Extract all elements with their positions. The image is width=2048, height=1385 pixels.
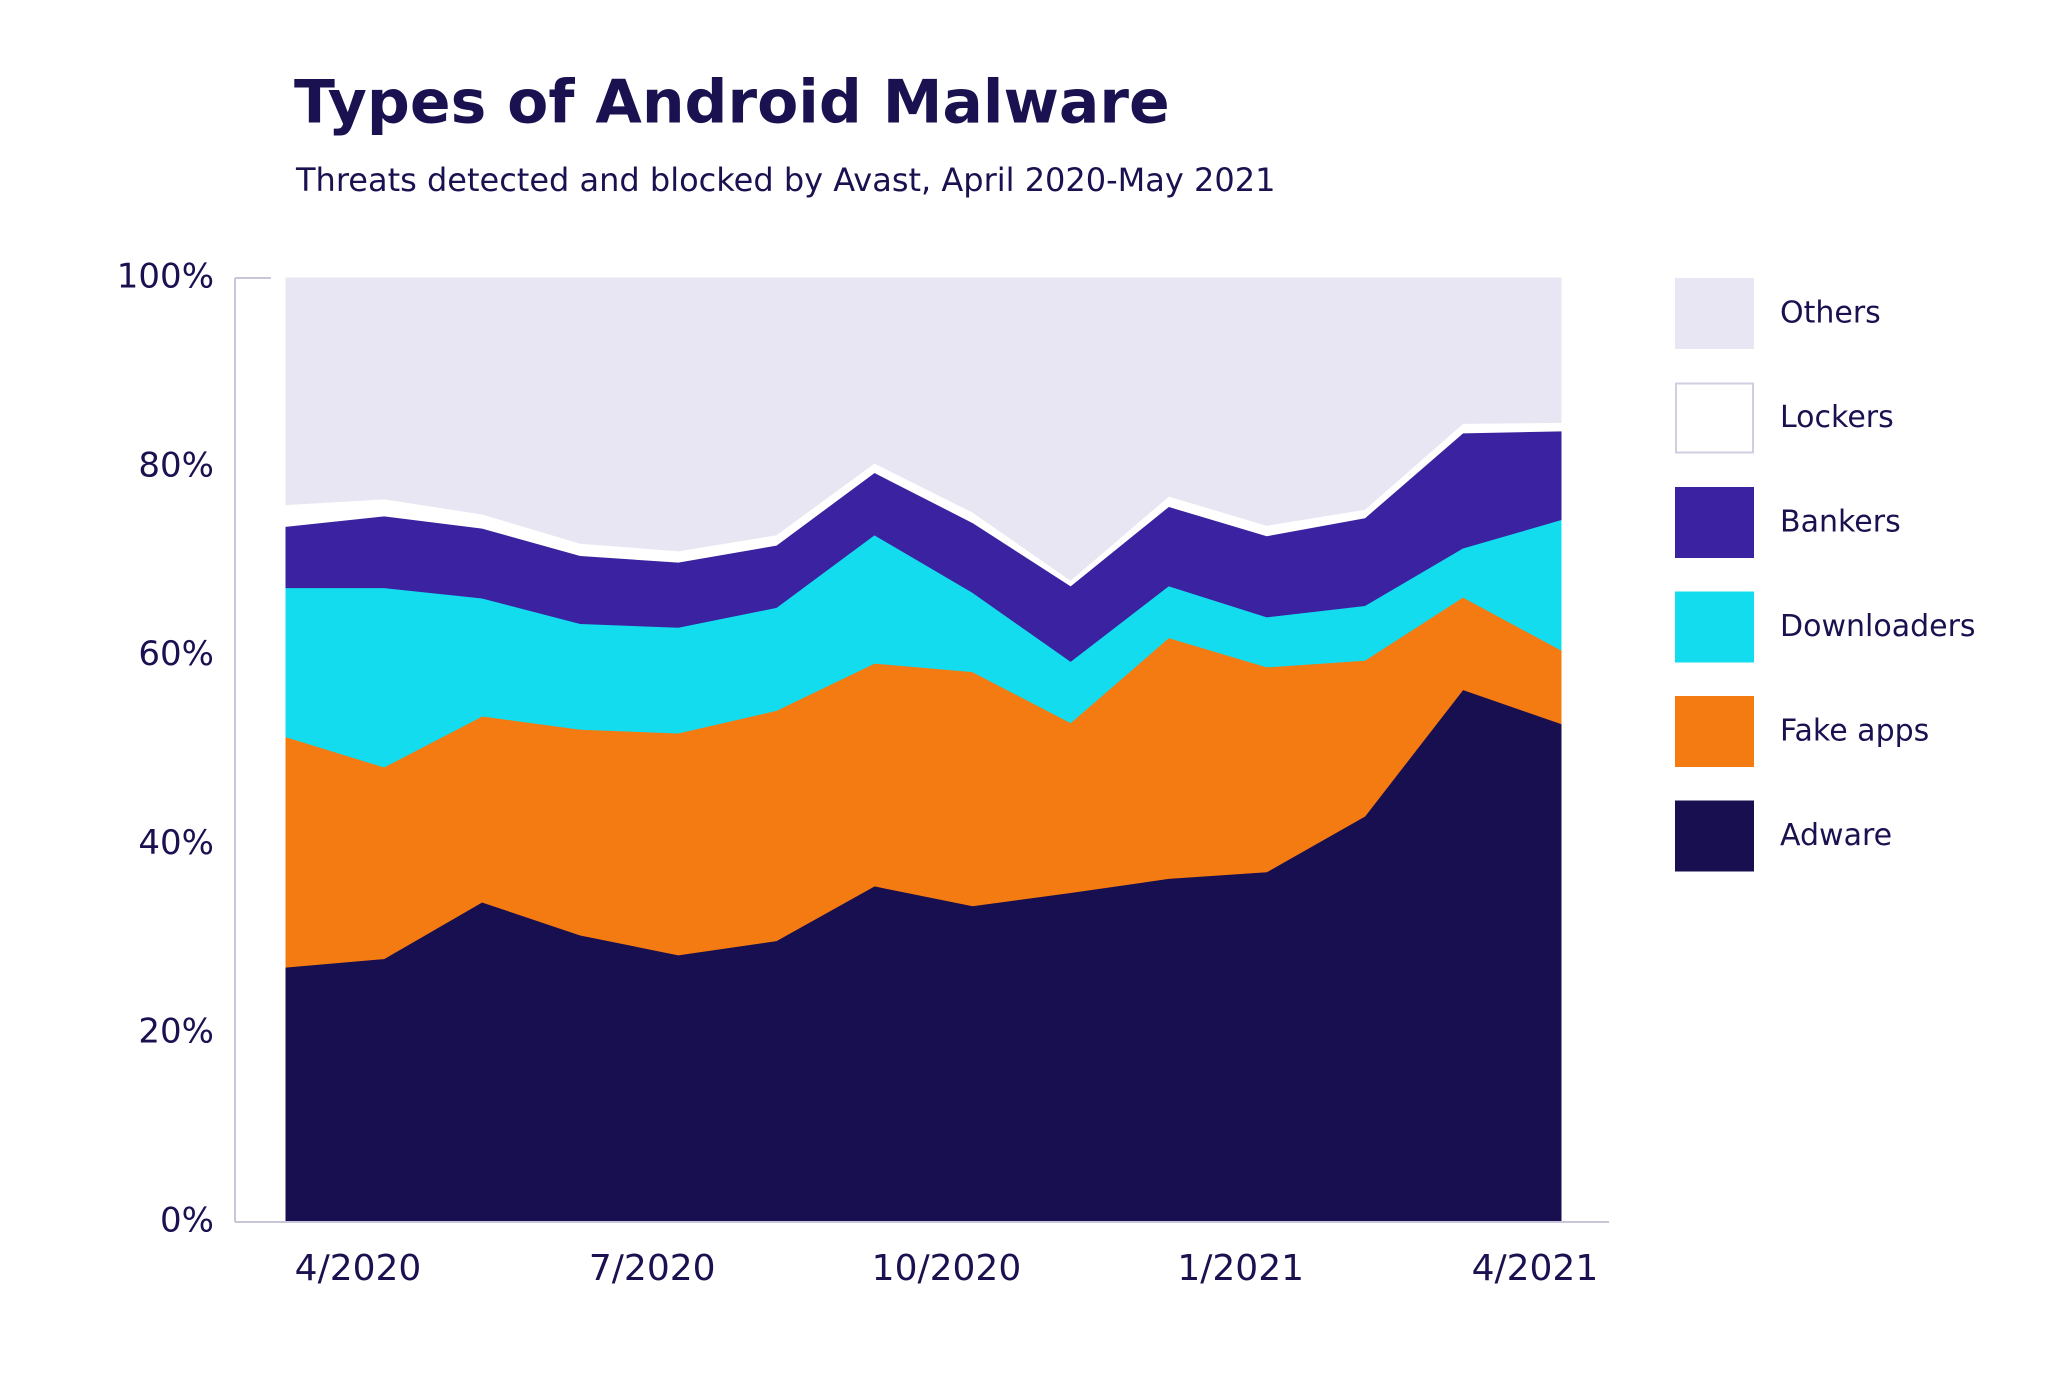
x-tick-label: 4/2021: [1472, 1248, 1599, 1289]
legend-label: Others: [1780, 296, 1881, 331]
legend-label: Bankers: [1780, 505, 1901, 540]
area: [285, 277, 1562, 581]
y-tick-label: 100%: [117, 257, 214, 297]
legend-label: Downloaders: [1780, 609, 1976, 644]
legend-label: Lockers: [1780, 400, 1894, 435]
y-tick-label: 80%: [138, 445, 214, 485]
x-tick-label: 7/2020: [589, 1248, 716, 1289]
y-tick-label: 0%: [160, 1201, 214, 1241]
x-tick-label: 1/2021: [1177, 1248, 1304, 1289]
y-tick-label: 60%: [138, 634, 214, 674]
legend-swatch: [1675, 591, 1754, 663]
y-tick-label: 40%: [138, 823, 214, 863]
plot-area: [285, 277, 1562, 1223]
y-tick-label: 20%: [138, 1012, 214, 1052]
legend-swatch: [1675, 800, 1754, 872]
legend-swatch: [1675, 696, 1754, 767]
legend-swatch: [1675, 382, 1754, 454]
chart-title: Types of Android Malware: [294, 68, 1170, 138]
legend-swatch: [1675, 278, 1754, 349]
chart-subtitle: Threats detected and blocked by Avast, A…: [295, 161, 1275, 199]
legend-label: Adware: [1780, 818, 1892, 853]
legend-swatch: [1675, 487, 1754, 558]
legend-label: Fake apps: [1780, 714, 1929, 749]
x-tick-label: 4/2020: [295, 1248, 422, 1289]
x-tick-label: 10/2020: [872, 1248, 1022, 1289]
